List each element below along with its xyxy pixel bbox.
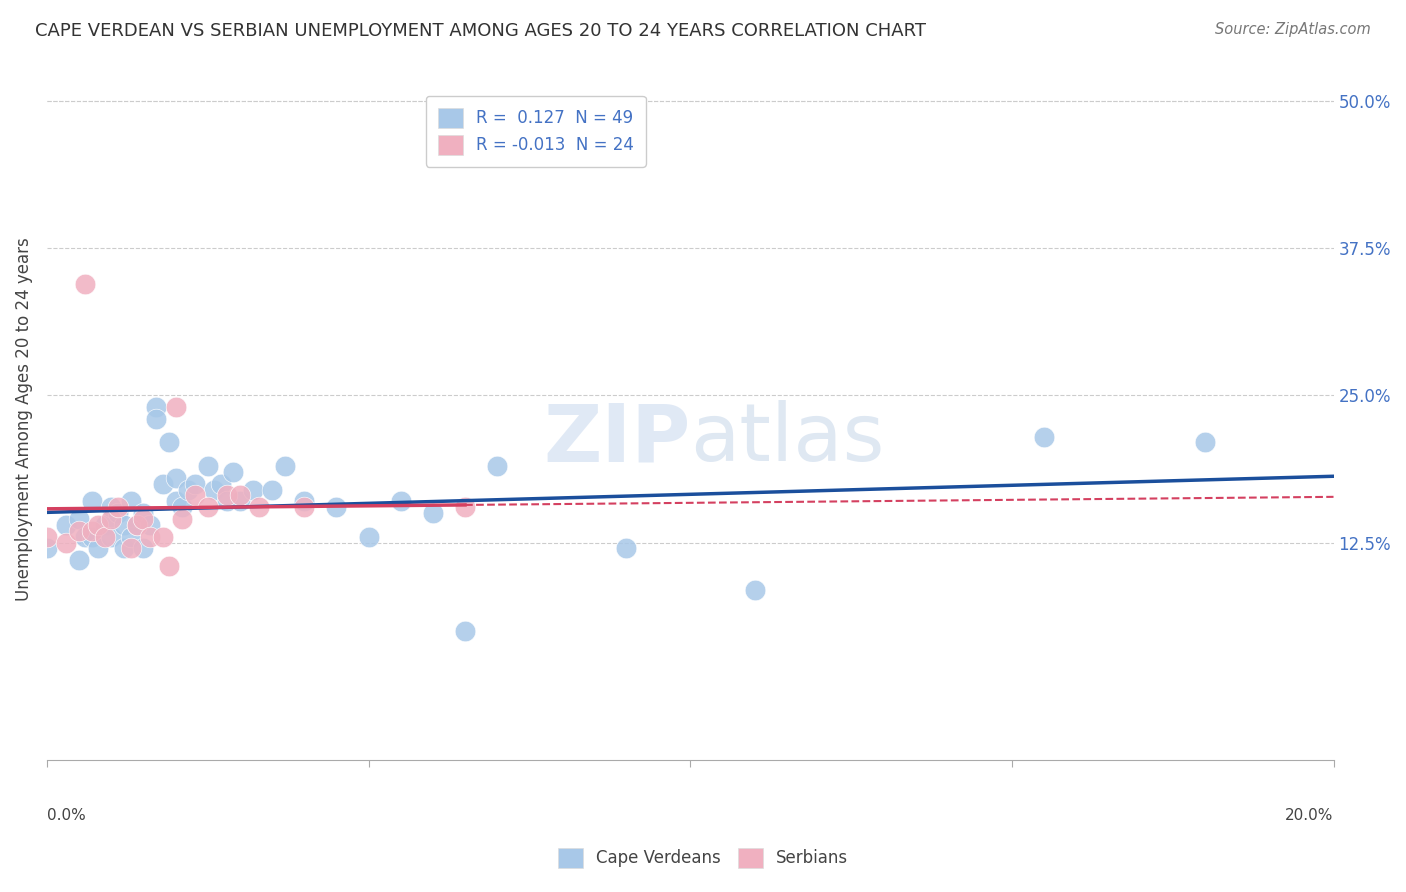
Point [454, 624, 477, 638]
Point [55, 517, 77, 532]
Point [80, 524, 103, 538]
Point [35, 541, 58, 556]
Point [67, 512, 90, 526]
Point [55, 535, 77, 549]
Point [145, 412, 167, 426]
Point [80, 530, 103, 544]
Point [87, 541, 110, 556]
Text: 0.0%: 0.0% [46, 808, 86, 823]
Point [229, 488, 252, 502]
Point [389, 494, 412, 508]
Point [112, 517, 135, 532]
Point [357, 530, 380, 544]
Point [184, 488, 207, 502]
Point [107, 500, 129, 515]
Point [1033, 429, 1056, 443]
Point [132, 506, 155, 520]
Point [242, 483, 264, 497]
Point [67, 553, 90, 567]
Point [132, 512, 155, 526]
Point [165, 471, 187, 485]
Point [184, 476, 207, 491]
Point [229, 494, 252, 508]
Point [120, 530, 142, 544]
Point [170, 500, 193, 515]
Point [152, 530, 174, 544]
Text: ZIP: ZIP [543, 401, 690, 478]
Point [209, 476, 232, 491]
Point [35, 530, 58, 544]
Point [107, 506, 129, 520]
Point [197, 458, 219, 473]
Point [165, 400, 187, 414]
Point [422, 506, 444, 520]
Point [177, 483, 200, 497]
Point [75, 277, 97, 291]
Point [152, 476, 174, 491]
Point [94, 517, 117, 532]
Point [120, 494, 142, 508]
Point [100, 512, 122, 526]
Point [165, 494, 187, 508]
Point [139, 517, 162, 532]
Point [120, 541, 142, 556]
Point [222, 465, 245, 479]
Point [75, 530, 97, 544]
Point [67, 524, 90, 538]
Text: atlas: atlas [690, 401, 884, 478]
Point [247, 500, 270, 515]
Point [215, 494, 238, 508]
Point [80, 494, 103, 508]
Point [157, 559, 180, 574]
Point [87, 517, 110, 532]
Point [125, 517, 148, 532]
Point [292, 500, 315, 515]
Point [100, 530, 122, 544]
Point [197, 500, 219, 515]
Point [274, 458, 297, 473]
Point [139, 530, 162, 544]
Text: Source: ZipAtlas.com: Source: ZipAtlas.com [1215, 22, 1371, 37]
Point [292, 494, 315, 508]
Point [132, 541, 155, 556]
Point [325, 500, 347, 515]
Point [454, 500, 477, 515]
Point [614, 541, 637, 556]
Text: 20.0%: 20.0% [1285, 808, 1333, 823]
Point [170, 512, 193, 526]
Point [100, 500, 122, 515]
Point [125, 517, 148, 532]
Point [215, 488, 238, 502]
Text: CAPE VERDEAN VS SERBIAN UNEMPLOYMENT AMONG AGES 20 TO 24 YEARS CORRELATION CHART: CAPE VERDEAN VS SERBIAN UNEMPLOYMENT AMO… [35, 22, 927, 40]
Point [1194, 435, 1216, 450]
Point [112, 541, 135, 556]
Y-axis label: Unemployment Among Ages 20 to 24 years: Unemployment Among Ages 20 to 24 years [15, 237, 32, 601]
Point [486, 458, 509, 473]
Point [157, 435, 180, 450]
Point [202, 483, 225, 497]
Legend: Cape Verdeans, Serbians: Cape Verdeans, Serbians [551, 841, 855, 875]
Point [744, 582, 766, 597]
Legend: R =  0.127  N = 49, R = -0.013  N = 24: R = 0.127 N = 49, R = -0.013 N = 24 [426, 96, 645, 167]
Point [145, 400, 167, 414]
Point [260, 483, 283, 497]
Point [94, 530, 117, 544]
